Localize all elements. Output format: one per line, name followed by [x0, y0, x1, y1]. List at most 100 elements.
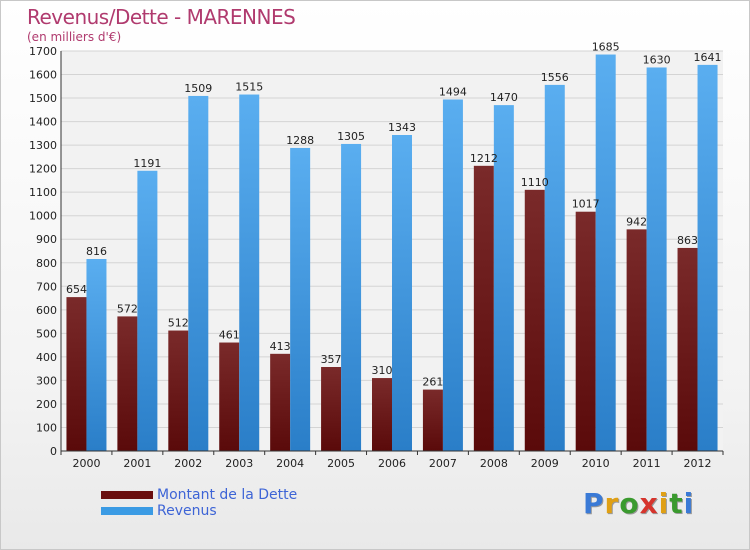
bar-revenus [595, 54, 616, 451]
y-tick-label: 900 [36, 233, 57, 246]
bar-revenus [239, 94, 260, 451]
bar-label-revenus: 1288 [286, 134, 314, 147]
y-tick-label: 1500 [29, 92, 57, 105]
legend: Montant de la Dette Revenus [101, 487, 297, 519]
y-tick-label: 1000 [29, 210, 57, 223]
bar-label-revenus: 1515 [235, 81, 263, 94]
chart-subtitle: (en milliers d'€) [27, 30, 122, 44]
y-tick-label: 600 [36, 304, 57, 317]
bar-revenus [392, 135, 412, 451]
legend-swatch-revenus [101, 507, 153, 515]
bar-label-dette: 1212 [470, 152, 498, 165]
x-tick-label: 2007 [429, 457, 457, 470]
bar-label-revenus: 816 [86, 245, 107, 258]
logo-letter: r [604, 487, 620, 520]
legend-swatch-dette [101, 491, 153, 499]
bar-label-dette: 261 [422, 376, 443, 389]
legend-label-dette: Montant de la Dette [157, 487, 298, 503]
bar-label-dette: 310 [372, 364, 393, 377]
bar-label-dette: 357 [321, 353, 342, 366]
bar-dette [270, 353, 291, 451]
bar-revenus [493, 105, 514, 451]
bar-dette [422, 389, 443, 451]
bar-dette [321, 367, 342, 451]
y-tick-label: 200 [36, 398, 57, 411]
logo-letter: i [658, 487, 670, 520]
bar-label-dette: 572 [117, 302, 138, 315]
x-tick-label: 2011 [633, 457, 661, 470]
bar-revenus [341, 143, 362, 452]
bar-revenus [137, 170, 158, 451]
logo-letter: P [583, 487, 605, 520]
logo-letter: t [669, 487, 684, 520]
y-tick-label: 1400 [29, 116, 57, 129]
y-tick-label: 1600 [29, 69, 57, 82]
bar-label-revenus: 1641 [694, 51, 722, 64]
bar-label-dette: 413 [270, 340, 291, 353]
bar-label-dette: 654 [66, 283, 87, 296]
y-tick-label: 1700 [29, 45, 57, 58]
y-tick-label: 1200 [29, 163, 57, 176]
y-tick-label: 800 [36, 257, 57, 270]
y-tick-label: 500 [36, 327, 57, 340]
bar-label-dette: 461 [219, 329, 240, 342]
bar-dette [168, 330, 189, 451]
x-tick-label: 2002 [174, 457, 202, 470]
legend-item-revenus: Revenus [101, 503, 297, 519]
bar-label-revenus: 1509 [184, 82, 212, 95]
proxiti-logo: Proxiti [583, 487, 694, 520]
bar-dette [117, 316, 138, 451]
x-tick-label: 2005 [327, 457, 355, 470]
y-tick-label: 400 [36, 351, 57, 364]
bar-label-revenus: 1630 [643, 53, 671, 66]
y-tick-label: 700 [36, 280, 57, 293]
bar-label-revenus: 1191 [133, 157, 161, 170]
bar-dette [677, 247, 698, 451]
bar-label-dette: 942 [626, 215, 647, 228]
y-tick-label: 300 [36, 374, 57, 387]
bar-label-dette: 863 [677, 234, 698, 247]
bar-label-revenus: 1685 [592, 41, 620, 54]
bar-label-dette: 1110 [521, 176, 549, 189]
logo-letter: o [619, 487, 640, 520]
bar-dette [626, 229, 647, 451]
x-tick-label: 2003 [225, 457, 253, 470]
y-tick-label: 100 [36, 421, 57, 434]
y-tick-label: 0 [50, 445, 57, 458]
bar-dette [219, 342, 240, 451]
bar-dette [575, 211, 596, 451]
bar-dette [524, 189, 545, 451]
x-tick-label: 2008 [480, 457, 508, 470]
x-tick-label: 2012 [684, 457, 712, 470]
bar-revenus [646, 67, 667, 452]
bar-label-dette: 1017 [572, 198, 600, 211]
bar-revenus [442, 99, 463, 452]
bar-revenus [86, 259, 107, 451]
chart-title: Revenus/Dette - MARENNES [27, 5, 296, 29]
x-tick-label: 2010 [582, 457, 610, 470]
bar-dette [473, 165, 494, 451]
bar-chart: 654 816 572 1191 512 1509 461 1515 413 1288 357 130… [29, 41, 724, 470]
bar-label-revenus: 1343 [388, 121, 416, 134]
bar-label-revenus: 1494 [439, 85, 467, 98]
bar-label-revenus: 1305 [337, 130, 365, 143]
x-tick-label: 2004 [276, 457, 304, 470]
x-tick-label: 2009 [531, 457, 559, 470]
logo-letter: i [683, 487, 695, 520]
legend-item-dette: Montant de la Dette [101, 487, 297, 503]
bar-revenus [290, 147, 311, 452]
bar-dette [372, 378, 392, 451]
bar-revenus [544, 84, 565, 451]
bar-revenus [188, 95, 209, 452]
y-tick-label: 1300 [29, 139, 57, 152]
bar-label-revenus: 1470 [490, 91, 518, 104]
x-tick-label: 2001 [123, 457, 151, 470]
x-tick-label: 2006 [378, 457, 406, 470]
bar-revenus [697, 64, 718, 451]
y-tick-label: 1100 [29, 186, 57, 199]
bar-label-dette: 512 [168, 317, 189, 330]
x-tick-label: 2000 [72, 457, 100, 470]
bar-label-revenus: 1556 [541, 71, 569, 84]
bar-dette [66, 297, 87, 451]
